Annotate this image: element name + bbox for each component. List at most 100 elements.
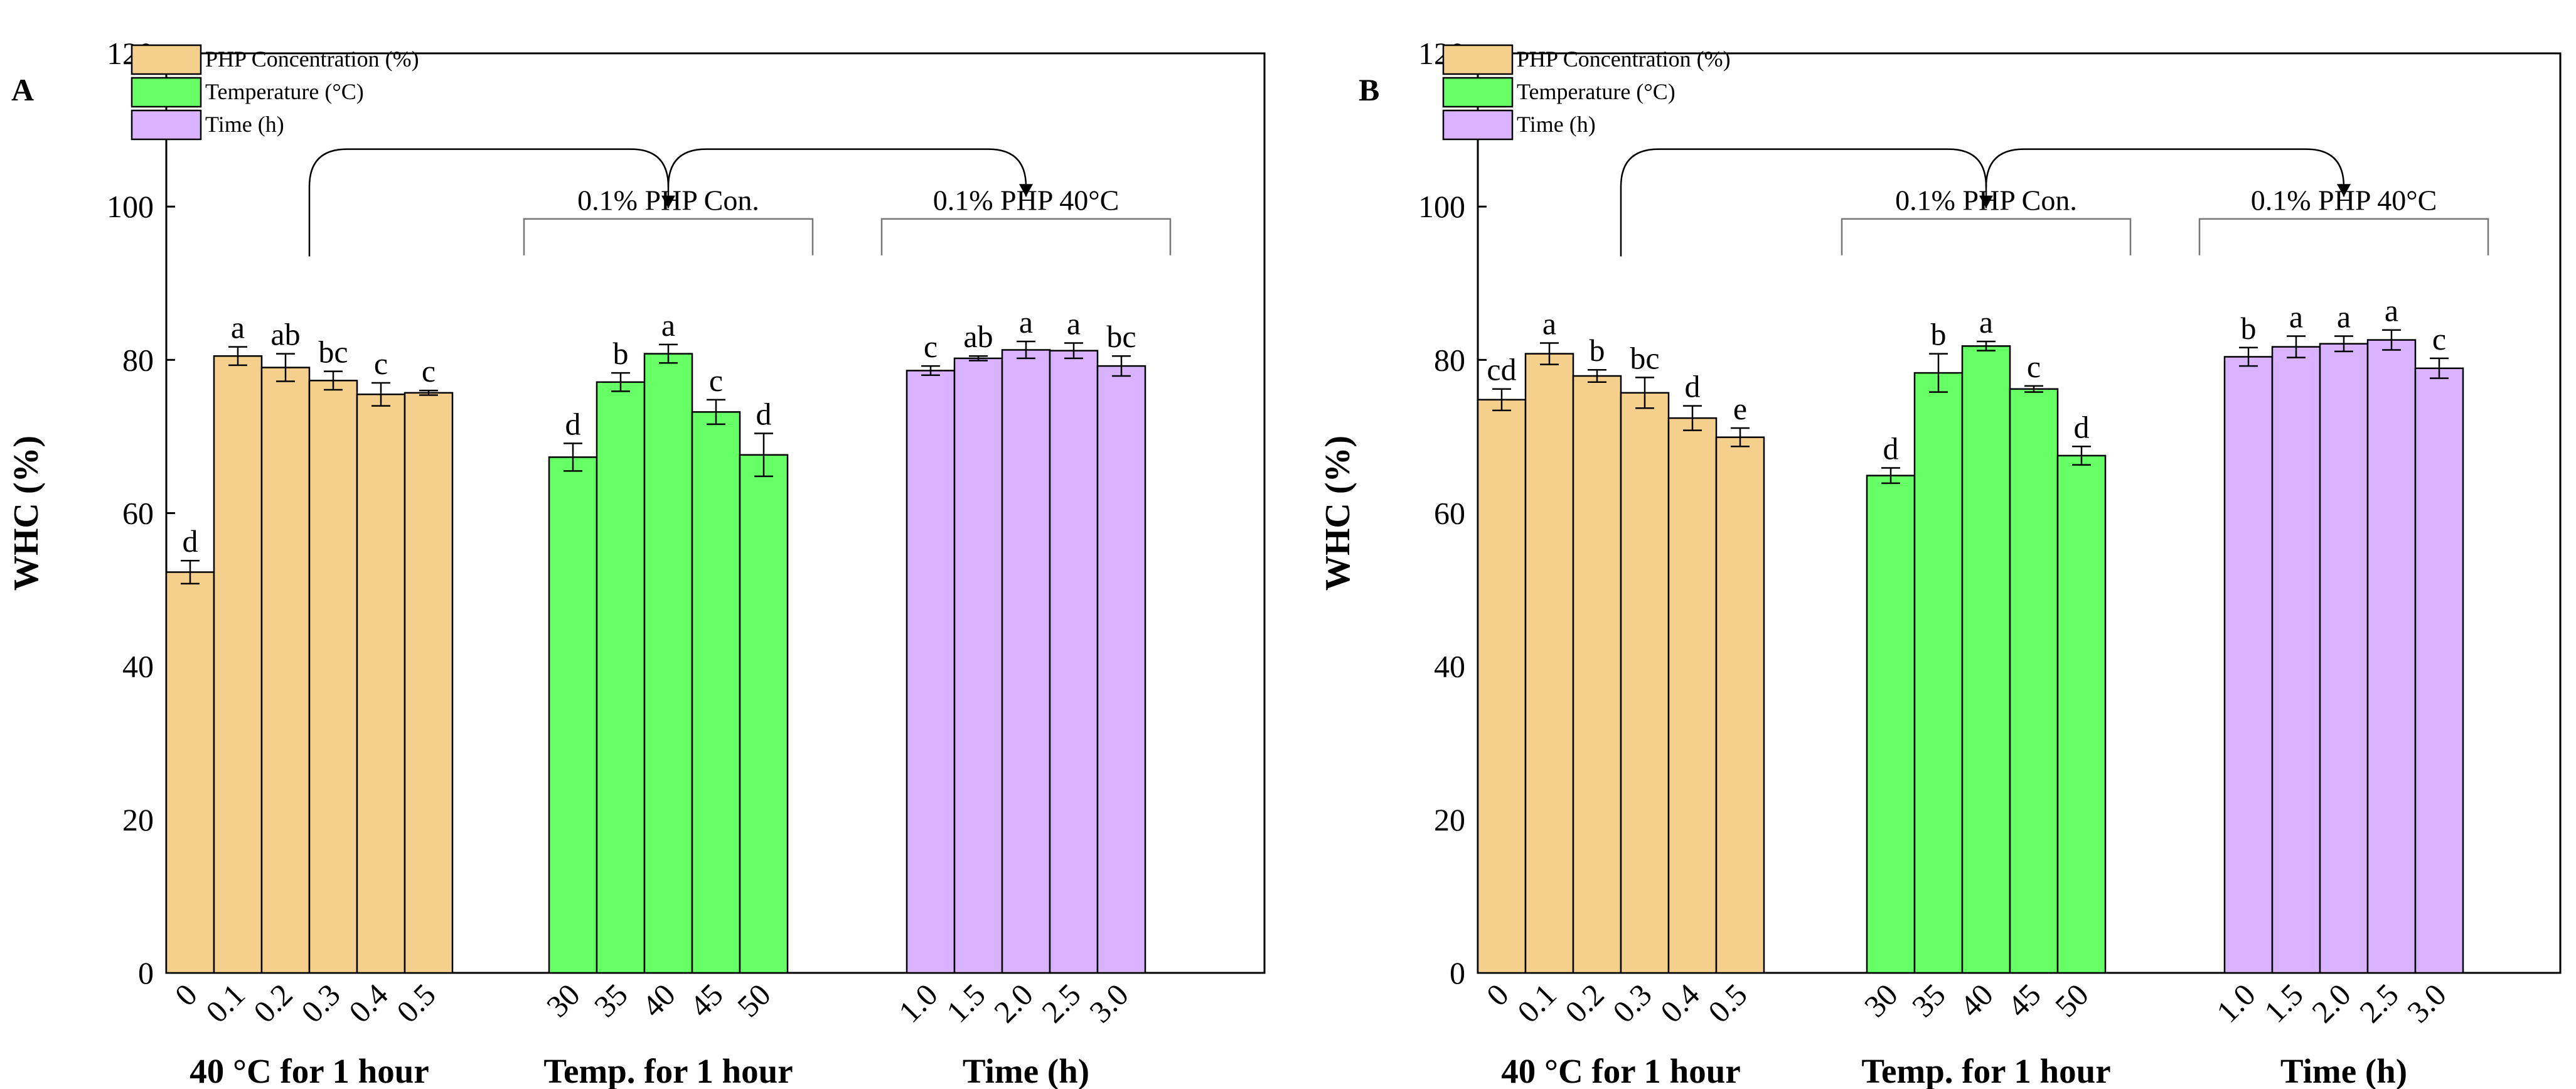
bar: [548, 456, 598, 974]
connector-arrow: [308, 148, 670, 257]
bar: [2009, 388, 2059, 974]
bar: [1866, 475, 1916, 974]
x-tick-label: 0.2: [247, 977, 299, 1029]
group-axis-label: 40 °C for 1 hour: [190, 1052, 429, 1089]
significance-letter: bc: [1630, 340, 1659, 375]
legend-swatch: [1442, 44, 1514, 75]
bar: [260, 367, 311, 974]
significance-letter: e: [1733, 391, 1747, 426]
x-tick-label: 0.1: [199, 977, 252, 1029]
bar: [1524, 353, 1574, 974]
y-tick-label: 0: [138, 955, 154, 990]
x-tick-label: 3.0: [1082, 977, 1135, 1029]
significance-letter: a: [1542, 306, 1556, 341]
y-tick-label: 80: [122, 342, 154, 377]
bar: [1001, 349, 1051, 974]
bar: [404, 392, 454, 974]
y-tick-label: 20: [122, 802, 154, 837]
group-axis-label: Temp. for 1 hour: [1861, 1052, 2110, 1089]
group-axis-label: Time (h): [963, 1052, 1089, 1089]
x-tick-label: 0.3: [294, 977, 347, 1029]
y-axis-label: WHC (%): [1318, 436, 1357, 591]
x-tick-label: 3.0: [2400, 977, 2453, 1029]
y-tick-label: 0: [1450, 955, 1465, 990]
bar: [1572, 375, 1622, 974]
bar: [1913, 372, 1964, 974]
significance-letter: cd: [1487, 352, 1516, 387]
bar: [2223, 356, 2274, 974]
significance-letter: b: [613, 336, 629, 371]
x-tick-label: 0: [1480, 977, 1515, 1012]
x-tick-label: 0.1: [1510, 977, 1563, 1029]
legend-swatch: [1442, 109, 1514, 141]
bar: [739, 454, 789, 974]
significance-letter: c: [2432, 321, 2446, 357]
group-axis-label: Temp. for 1 hour: [543, 1052, 793, 1089]
significance-letter: c: [709, 363, 723, 398]
bar: [356, 394, 406, 974]
bar: [1961, 345, 2011, 974]
arrowhead: [1979, 195, 1993, 208]
connector-arrow: [1620, 148, 1987, 257]
x-tick-label: 2.0: [987, 977, 1040, 1029]
bar: [2414, 367, 2464, 974]
x-tick-label: 45: [2001, 977, 2048, 1024]
bar: [165, 571, 215, 974]
group-bracket: [880, 218, 1172, 255]
panel-label: A: [11, 72, 34, 107]
legend-entry: Time (h): [1517, 112, 1596, 137]
significance-letter: d: [756, 397, 772, 432]
arrowhead: [2337, 184, 2351, 197]
significance-letter: ab: [270, 317, 300, 352]
legend-swatch: [131, 44, 202, 75]
panel-label: B: [1359, 72, 1379, 107]
bar: [1049, 350, 1099, 974]
bar: [1477, 399, 1527, 974]
y-tick-label: 100: [1418, 189, 1465, 224]
significance-letter: b: [1931, 317, 1947, 352]
significance-letter: c: [924, 329, 938, 364]
bar: [953, 357, 1003, 974]
significance-letter: a: [661, 308, 675, 343]
arrowhead: [661, 195, 675, 208]
x-tick-label: 40: [1953, 977, 2000, 1024]
bar: [2056, 454, 2107, 974]
significance-letter: c: [2027, 349, 2041, 384]
x-tick-label: 1.5: [939, 977, 992, 1029]
x-tick-label: 1.0: [892, 977, 944, 1029]
x-tick-label: 40: [635, 977, 682, 1024]
significance-letter: ab: [963, 319, 993, 354]
bar: [308, 380, 358, 974]
significance-letter: d: [2074, 409, 2090, 444]
group-bracket: [523, 218, 814, 255]
bar: [213, 355, 263, 974]
y-tick-label: 60: [1434, 496, 1465, 531]
x-tick-label: 35: [587, 977, 634, 1024]
x-tick-label: 50: [2048, 977, 2095, 1024]
x-tick-label: 1.0: [2210, 977, 2262, 1029]
bar: [906, 370, 956, 974]
legend-entry: PHP Concentration (%): [1517, 46, 1731, 72]
legend-swatch: [131, 109, 202, 141]
significance-letter: a: [1979, 304, 1993, 340]
x-tick-label: 0: [168, 977, 204, 1012]
significance-letter: b: [2241, 311, 2257, 346]
legend-swatch: [131, 77, 202, 108]
bar: [2319, 343, 2369, 974]
bar: [643, 353, 693, 974]
x-tick-label: 0.4: [1654, 977, 1706, 1029]
significance-letter: bc: [1106, 319, 1136, 354]
x-tick-label: 0.5: [1701, 977, 1754, 1029]
y-axis-label: WHC (%): [7, 436, 46, 591]
y-tick-label: 40: [1434, 649, 1465, 684]
legend-swatch: [1442, 77, 1514, 108]
significance-letter: a: [2289, 299, 2303, 334]
bar: [1667, 417, 1718, 974]
significance-letter: a: [2337, 299, 2351, 334]
significance-letter: c: [374, 346, 388, 381]
x-tick-label: 2.5: [1035, 977, 1088, 1029]
group-axis-label: Time (h): [2280, 1052, 2407, 1089]
